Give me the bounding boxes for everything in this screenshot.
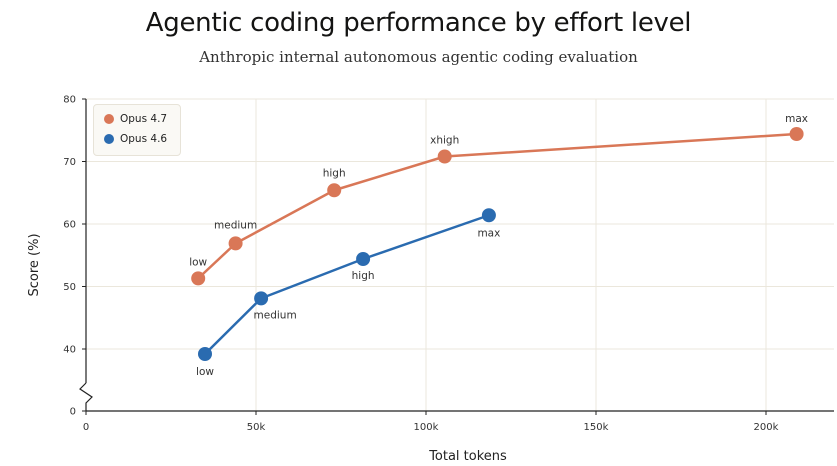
y-axis-title: Score (%)	[27, 233, 42, 296]
y-axis-break	[79, 382, 93, 411]
data-point-opus-4-6-high	[356, 252, 371, 266]
data-point-opus-4-7-low	[191, 271, 206, 286]
data-point-opus-4-7-high	[327, 183, 342, 198]
legend-item-opus-4-7: Opus 4.7	[104, 113, 167, 125]
data-point-opus-4-6-low	[198, 347, 212, 361]
y-tick-label-80: 80	[63, 95, 76, 106]
x-tick-label-200k: 200k	[754, 422, 779, 433]
data-label-opus-4-7-xhigh: xhigh	[430, 135, 459, 147]
legend-swatch-opus-4-6	[104, 134, 114, 144]
data-point-opus-4-6-medium	[254, 291, 269, 306]
data-label-opus-4-7-low: low	[189, 256, 207, 268]
x-tick-label-100k: 100k	[414, 422, 439, 433]
series-line-opus-4-6	[204, 214, 490, 355]
data-label-opus-4-6-max: max	[477, 227, 500, 239]
x-tick-label-150k: 150k	[584, 422, 609, 433]
y-tick-label-40: 40	[63, 345, 76, 356]
data-point-opus-4-7-max	[789, 127, 804, 141]
data-label-opus-4-7-max: max	[785, 113, 808, 125]
y-tick-label-70: 70	[63, 157, 76, 168]
series-line-opus-4-7	[197, 132, 797, 280]
data-label-opus-4-7-high: high	[323, 167, 346, 179]
chart-title: Agentic coding performance by effort lev…	[145, 8, 692, 38]
data-label-opus-4-6-low: low	[196, 366, 214, 378]
legend-label-opus-4-6: Opus 4.6	[120, 133, 168, 145]
legend-item-opus-4-6: Opus 4.6	[104, 133, 167, 145]
y-tick-label-50: 50	[63, 282, 76, 293]
data-point-opus-4-7-xhigh	[437, 149, 452, 164]
data-point-opus-4-7-medium	[228, 236, 243, 251]
y-tick-label-0: 0	[70, 407, 76, 418]
legend: Opus 4.7 Opus 4.6	[93, 104, 181, 156]
chart-subtitle: Anthropic internal autonomous agentic co…	[199, 48, 638, 66]
x-axis-title: Total tokens	[428, 449, 507, 464]
data-label-opus-4-7-medium: medium	[214, 219, 257, 231]
data-point-opus-4-6-max	[481, 208, 496, 223]
legend-swatch-opus-4-7	[104, 114, 114, 124]
legend-label-opus-4-7: Opus 4.7	[120, 113, 168, 125]
x-tick-label-0: 0	[83, 422, 89, 433]
x-tick-label-50k: 50k	[247, 422, 266, 433]
data-label-opus-4-6-high: high	[352, 270, 375, 282]
y-tick-label-60: 60	[63, 220, 76, 231]
data-label-opus-4-6-medium: medium	[254, 309, 297, 321]
